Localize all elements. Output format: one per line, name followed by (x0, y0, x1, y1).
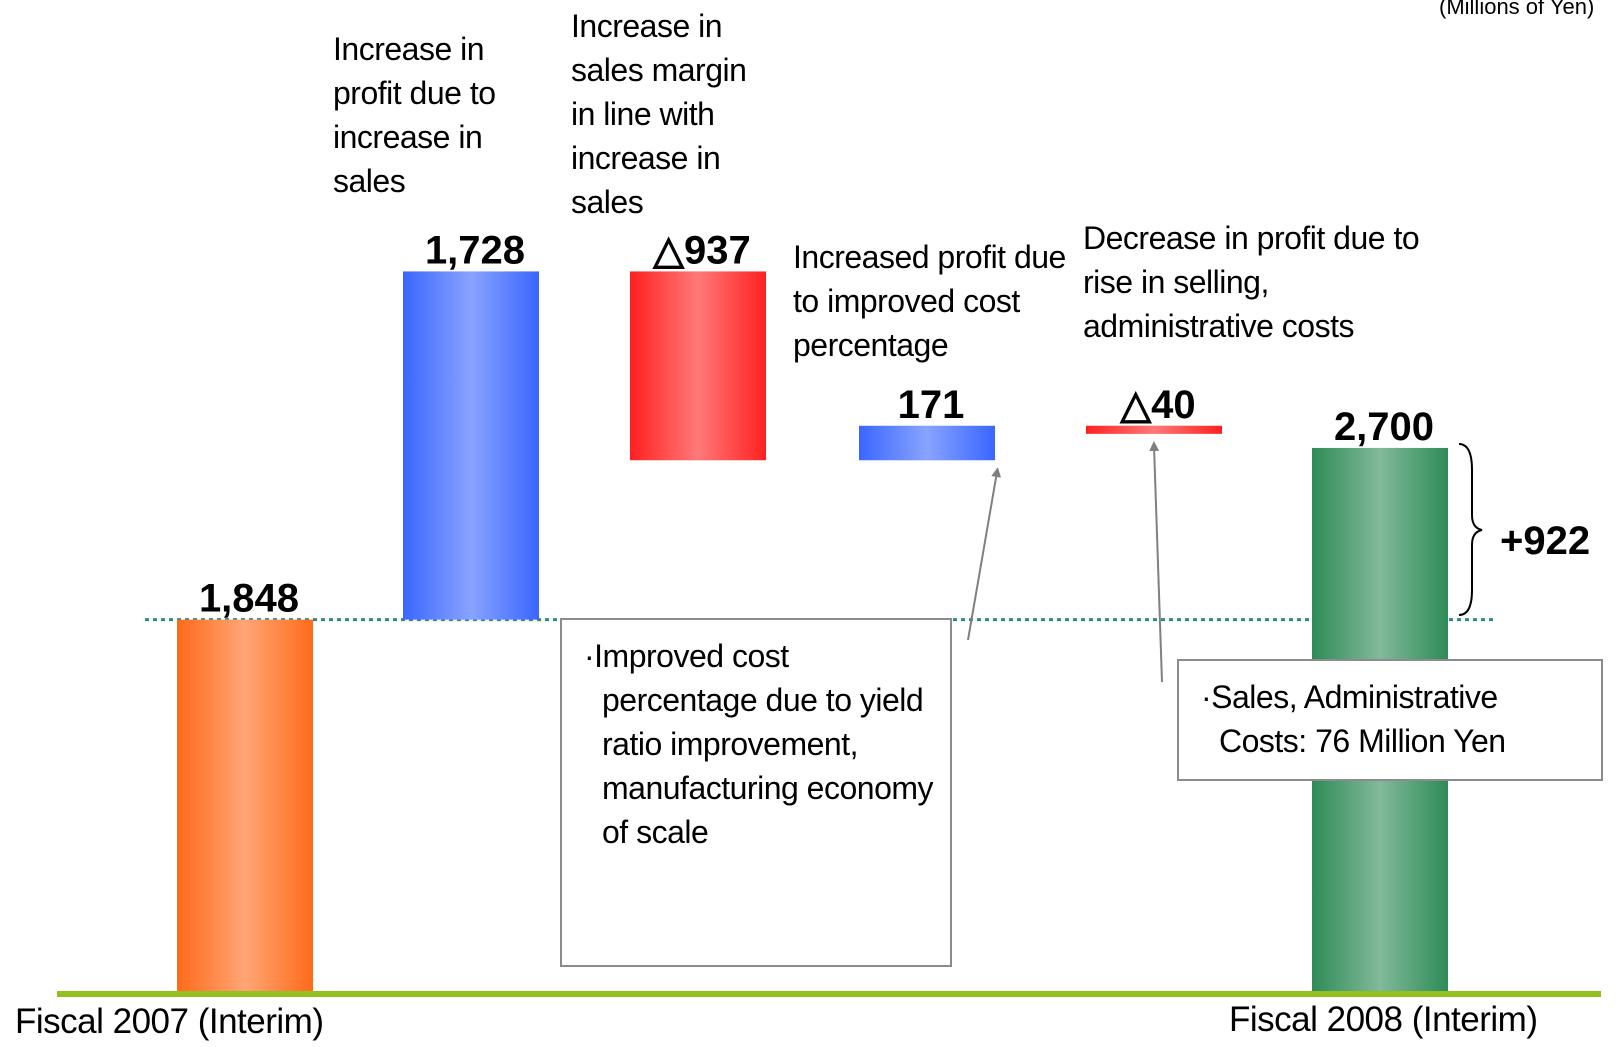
value-label: △937 (652, 228, 751, 272)
category-label: Decrease in profit due to rise in sellin… (1083, 220, 1420, 344)
category-label: Increased profit due to improved cost pe… (793, 239, 1066, 363)
bar-shine (630, 271, 766, 461)
bar-shine (1086, 425, 1222, 434)
unit-label: (Millions of Yen) (1439, 0, 1595, 19)
value-label: 2,700 (1334, 405, 1434, 449)
bar-shine (859, 425, 995, 461)
category-label: Increase in sales margin in line with in… (571, 8, 747, 220)
annotation-box: ·Improved cost percentage due to yield r… (560, 618, 952, 967)
annotation-box: ·Sales, Administrative Costs: 76 Million… (1177, 659, 1603, 781)
bar-shine (177, 619, 313, 992)
brace (1458, 443, 1483, 616)
category-label: Increase in profit due to increase in sa… (333, 31, 496, 199)
arrow (967, 467, 1002, 641)
arrow (1149, 441, 1163, 683)
value-label: 1,728 (425, 228, 525, 272)
value-label: △40 (1119, 383, 1195, 427)
value-label: 1,848 (199, 577, 299, 621)
bar-shine (403, 271, 539, 620)
category-label: Fiscal 2008 (Interim) (1229, 1000, 1538, 1039)
change-label: +922 (1500, 519, 1590, 563)
value-label: 171 (898, 383, 965, 427)
category-label: Fiscal 2007 (Interim) (15, 1002, 324, 1041)
